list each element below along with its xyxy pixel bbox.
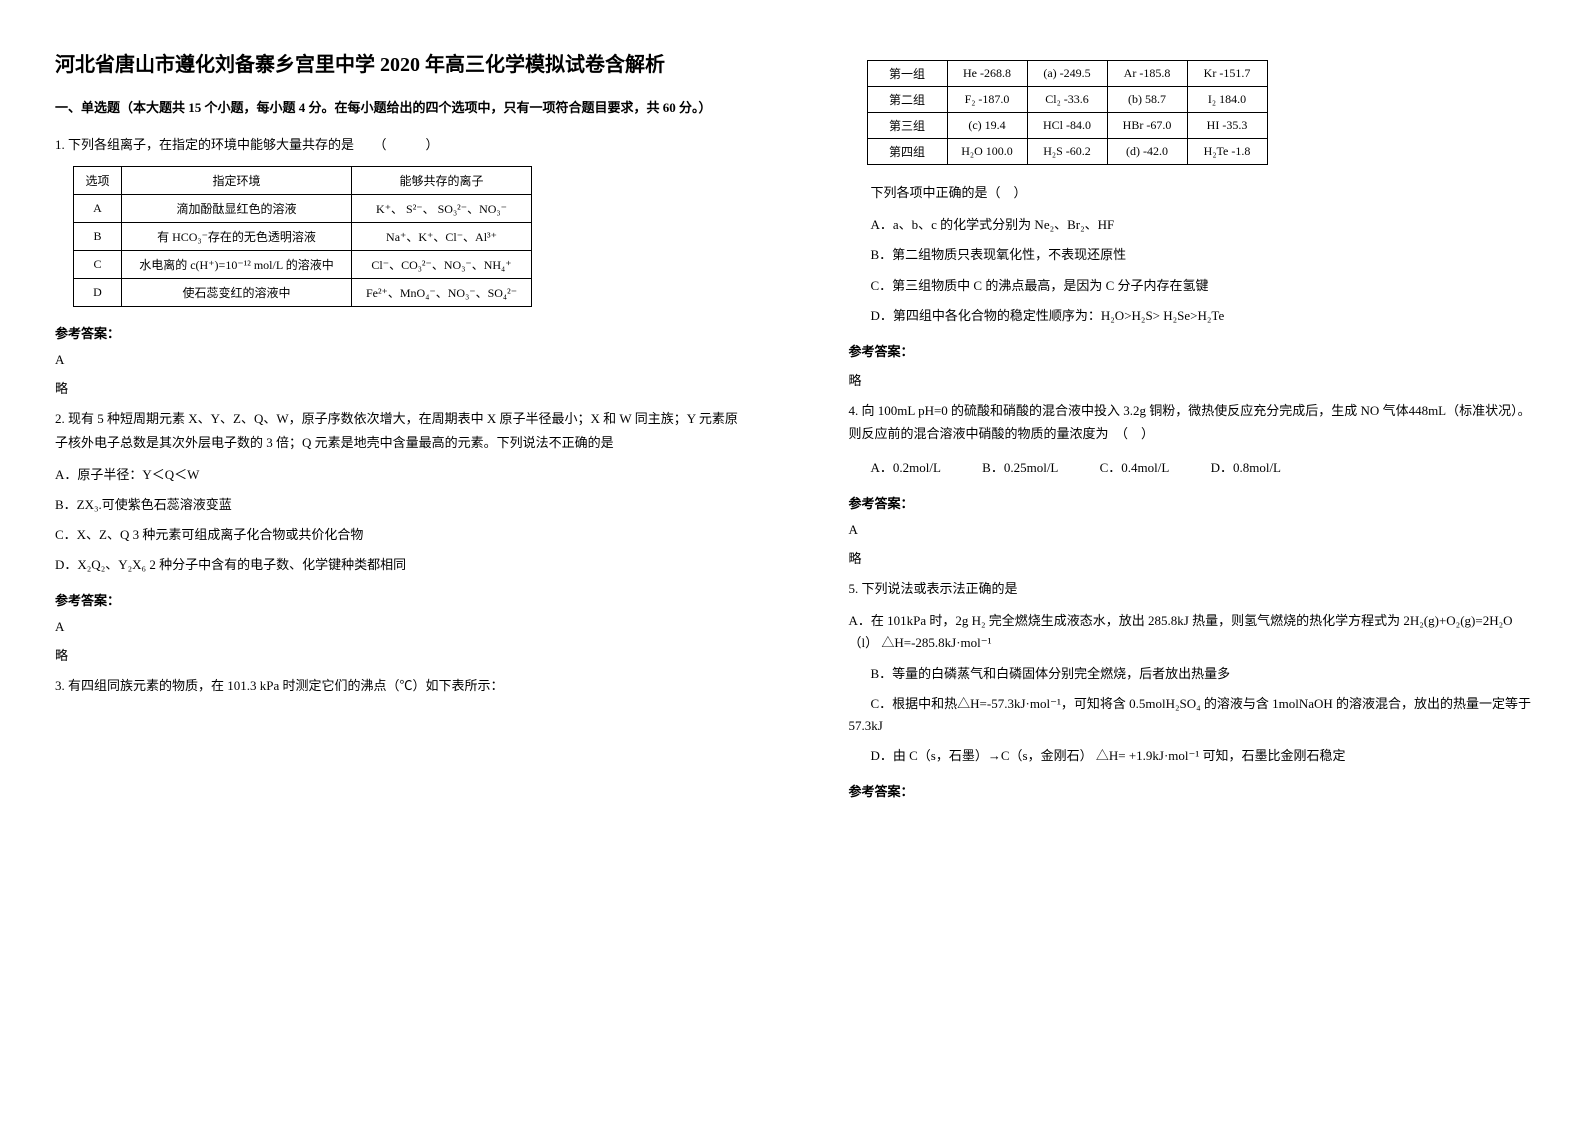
q2-opt-d: D．X₂Q₂、Y₂X₆ 2 种分子中含有的电子数、化学键种类都相同 [55,554,739,576]
cell: 滴加酚酞显红色的溶液 [122,195,352,223]
cell: Fe²⁺、MnO₄⁻、NO₃⁻、SO₄²⁻ [352,279,532,307]
q5-stem: 5. 下列说法或表示法正确的是 [849,577,1533,600]
answer-note: 略 [849,548,1533,567]
q5-opt-a: A．在 101kPa 时，2g H₂ 完全燃烧生成液态水，放出 285.8kJ … [849,610,1533,654]
page-title: 河北省唐山市遵化刘备寨乡宫里中学 2020 年高三化学模拟试卷含解析 [55,50,739,80]
q1-stem: 1. 下列各组离子，在指定的环境中能够大量共存的是 （ ） [55,133,739,156]
q3-opt-c: C．第三组物质中 C 的沸点最高，是因为 C 分子内存在氢键 [871,275,1533,297]
left-column: 河北省唐山市遵化刘备寨乡宫里中学 2020 年高三化学模拟试卷含解析 一、单选题… [0,0,794,1122]
q3-opt-a: A．a、b、c 的化学式分别为 Ne₂、Br₂、HF [871,214,1533,236]
answer-label: 参考答案： [849,493,1533,512]
q1-table: 选项 指定环境 能够共存的离子 A 滴加酚酞显红色的溶液 K⁺、 S²⁻、 SO… [73,166,532,307]
q4-opt-c: C．0.4mol/L [1100,460,1170,475]
cell: HBr -67.0 [1107,113,1187,139]
cell: Kr -151.7 [1187,61,1267,87]
q2-opt-a: A．原子半径：Y＜Q＜W [55,464,739,486]
cell: He -268.8 [947,61,1027,87]
right-column: 第一组 He -268.8 (a) -249.5 Ar -185.8 Kr -1… [794,0,1587,1122]
cell: 第四组 [867,139,947,165]
cell: HCl -84.0 [1027,113,1107,139]
q3-opt-d: D．第四组中各化合物的稳定性顺序为：H₂O>H₂S> H₂Se>H₂Te [871,305,1533,327]
q3-stem: 3. 有四组同族元素的物质，在 101.3 kPa 时测定它们的沸点（℃）如下表… [55,674,739,697]
table-row: 第四组 H₂O 100.0 H₂S -60.2 (d) -42.0 H₂Te -… [867,139,1267,165]
th: 选项 [74,167,122,195]
cell: D [74,279,122,307]
cell: (b) 58.7 [1107,87,1187,113]
th: 指定环境 [122,167,352,195]
cell: I₂ 184.0 [1187,87,1267,113]
cell: B [74,223,122,251]
q5-opt-c-text: C．根据中和热△H=-57.3kJ·mol⁻¹，可知将含 0.5molH₂SO₄… [849,696,1532,733]
answer-label: 参考答案： [849,781,1533,800]
cell: 使石蕊变红的溶液中 [122,279,352,307]
answer-value: A [55,352,739,368]
q5-opt-b: B．等量的白磷蒸气和白磷固体分别完全燃烧，后者放出热量多 [871,663,1533,685]
cell: Cl⁻、CO₃²⁻、NO₃⁻、NH₄⁺ [352,251,532,279]
q3-table: 第一组 He -268.8 (a) -249.5 Ar -185.8 Kr -1… [867,60,1268,165]
answer-note: 略 [55,645,739,664]
table-row: 第三组 (c) 19.4 HCl -84.0 HBr -67.0 HI -35.… [867,113,1267,139]
table-header-row: 选项 指定环境 能够共存的离子 [74,167,532,195]
q5-opt-d: D．由 C（s，石墨）→C（s，金刚石） △H= +1.9kJ·mol⁻¹ 可知… [871,745,1533,767]
answer-note: 略 [55,378,739,397]
answer-label: 参考答案： [55,323,739,342]
cell: (a) -249.5 [1027,61,1107,87]
table-row: 第二组 F₂ -187.0 Cl₂ -33.6 (b) 58.7 I₂ 184.… [867,87,1267,113]
answer-value: A [55,619,739,635]
cell: 第三组 [867,113,947,139]
cell: Na⁺、K⁺、Cl⁻、Al³⁺ [352,223,532,251]
q4-options: A．0.2mol/L B．0.25mol/L C．0.4mol/L D．0.8m… [871,456,1533,479]
answer-label: 参考答案： [55,590,739,609]
table-row: B 有 HCO₃⁻存在的无色透明溶液 Na⁺、K⁺、Cl⁻、Al³⁺ [74,223,532,251]
cell: F₂ -187.0 [947,87,1027,113]
q3-opt-b: B．第二组物质只表现氧化性，不表现还原性 [871,244,1533,266]
table-row: C 水电离的 c(H⁺)=10⁻¹² mol/L 的溶液中 Cl⁻、CO₃²⁻、… [74,251,532,279]
cell: (c) 19.4 [947,113,1027,139]
cell: 第二组 [867,87,947,113]
cell: H₂O 100.0 [947,139,1027,165]
th: 能够共存的离子 [352,167,532,195]
q4-opt-a: A．0.2mol/L [871,460,941,475]
cell: HI -35.3 [1187,113,1267,139]
q2-stem: 2. 现有 5 种短周期元素 X、Y、Z、Q、W，原子序数依次增大，在周期表中 … [55,407,739,454]
cell: H₂S -60.2 [1027,139,1107,165]
q2-opt-b: B．ZX₃.可使紫色石蕊溶液变蓝 [55,494,739,516]
q4-stem: 4. 向 100mL pH=0 的硫酸和硝酸的混合液中投入 3.2g 铜粉，微热… [849,399,1533,446]
q2-opt-c: C．X、Z、Q 3 种元素可组成离子化合物或共价化合物 [55,524,739,546]
table-row: D 使石蕊变红的溶液中 Fe²⁺、MnO₄⁻、NO₃⁻、SO₄²⁻ [74,279,532,307]
table-row: A 滴加酚酞显红色的溶液 K⁺、 S²⁻、 SO₃²⁻、NO₃⁻ [74,195,532,223]
cell: K⁺、 S²⁻、 SO₃²⁻、NO₃⁻ [352,195,532,223]
cell: 第一组 [867,61,947,87]
answer-label: 参考答案： [849,341,1533,360]
q3-sub: 下列各项中正确的是（ ） [871,181,1533,204]
cell: 水电离的 c(H⁺)=10⁻¹² mol/L 的溶液中 [122,251,352,279]
cell: H₂Te -1.8 [1187,139,1267,165]
cell: Cl₂ -33.6 [1027,87,1107,113]
answer-value: A [849,522,1533,538]
cell: C [74,251,122,279]
section-header: 一、单选题（本大题共 15 个小题，每小题 4 分。在每小题给出的四个选项中，只… [55,98,739,119]
q4-opt-d: D．0.8mol/L [1211,460,1281,475]
cell: 有 HCO₃⁻存在的无色透明溶液 [122,223,352,251]
table-row: 第一组 He -268.8 (a) -249.5 Ar -185.8 Kr -1… [867,61,1267,87]
cell: A [74,195,122,223]
cell: (d) -42.0 [1107,139,1187,165]
q4-opt-b: B．0.25mol/L [982,460,1058,475]
q5-opt-c: C．根据中和热△H=-57.3kJ·mol⁻¹，可知将含 0.5molH₂SO₄… [849,693,1533,737]
cell: Ar -185.8 [1107,61,1187,87]
answer-note: 略 [849,370,1533,389]
